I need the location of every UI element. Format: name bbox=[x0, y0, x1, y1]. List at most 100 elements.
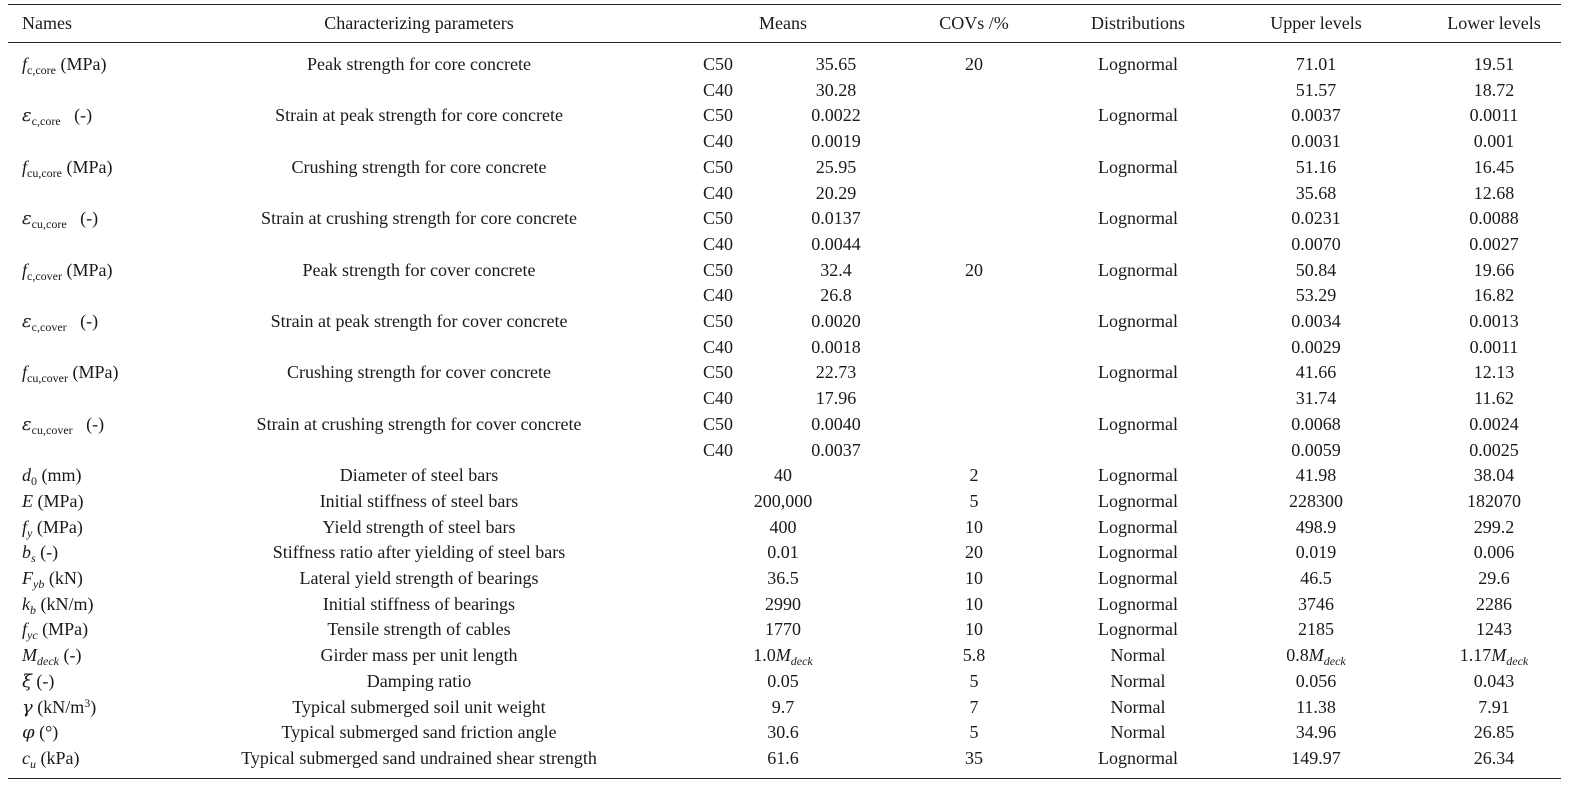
row-unit: (-) bbox=[72, 413, 105, 434]
row-name-symbol: c bbox=[22, 747, 30, 768]
row-mean: 32.4 bbox=[820, 259, 852, 280]
row-name-subscript: c,cover bbox=[27, 268, 62, 283]
row-distribution: Lognormal bbox=[1098, 490, 1178, 511]
row-mean-symbol: M bbox=[775, 645, 791, 666]
row-grade: C50 bbox=[703, 208, 734, 229]
row-distribution: Lognormal bbox=[1098, 413, 1178, 434]
row-lower: 18.72 bbox=[1473, 79, 1515, 100]
row-grade: C40 bbox=[703, 79, 734, 100]
row-mean: 9.7 bbox=[772, 696, 795, 718]
row-mean-number: 9.7 bbox=[771, 696, 795, 717]
row-name: fc,cover (MPa) bbox=[22, 259, 113, 283]
row-param: Peak strength for cover concrete bbox=[302, 259, 536, 280]
row-distribution: Lognormal bbox=[1098, 208, 1178, 229]
row-param: Strain at peak strength for cover concre… bbox=[270, 311, 568, 331]
row-grade: C40 bbox=[703, 233, 734, 254]
row-upper: 11.38 bbox=[1296, 696, 1336, 718]
row-lower: 0.0024 bbox=[1469, 413, 1519, 434]
row-cov: 5 bbox=[969, 722, 979, 743]
row-lower-symbol: M bbox=[1491, 645, 1507, 666]
row-upper: 31.74 bbox=[1295, 388, 1337, 409]
row-distribution: Lognormal bbox=[1098, 568, 1178, 588]
row-name-subscript: yc bbox=[27, 628, 38, 643]
row-cov: 5 bbox=[969, 670, 979, 691]
row-grade: C50 bbox=[703, 311, 734, 331]
row-upper: 0.0231 bbox=[1291, 208, 1341, 229]
row-upper: 46.5 bbox=[1300, 567, 1332, 589]
row-mean: 17.96 bbox=[815, 388, 857, 409]
row-mean: 0.0037 bbox=[811, 439, 861, 460]
row-distribution: Lognormal bbox=[1098, 619, 1178, 640]
row-mean: 400 bbox=[770, 516, 797, 538]
row-upper: 50.84 bbox=[1295, 259, 1337, 280]
row-name: εcu,core (-) bbox=[22, 207, 98, 230]
row-name: Mdeck (-) bbox=[22, 644, 81, 669]
row-mean-number: 61.6 bbox=[767, 747, 799, 768]
row-lower-number: 26.85 bbox=[1473, 722, 1515, 743]
row-upper: 51.57 bbox=[1295, 79, 1337, 100]
row-name-symbol: b bbox=[22, 542, 31, 563]
row-name: Fyb (kN) bbox=[22, 567, 83, 590]
row-name-symbol: ξ bbox=[22, 670, 32, 692]
row-unit: (MPa) bbox=[32, 516, 83, 537]
header-upper: Upper levels bbox=[1270, 13, 1362, 33]
row-upper-symbol: M bbox=[1308, 645, 1324, 666]
row-param: Crushing strength for cover concrete bbox=[287, 362, 551, 383]
row-unit: (kN/m) bbox=[36, 593, 94, 614]
row-mean-number: 200,000 bbox=[753, 490, 813, 511]
row-distribution: Lognormal bbox=[1098, 311, 1178, 331]
row-unit: (kN) bbox=[44, 568, 83, 588]
row-lower: 19.51 bbox=[1473, 54, 1515, 74]
row-mean-number: 36.5 bbox=[767, 568, 799, 588]
row-name: kb (kN/m) bbox=[22, 593, 94, 616]
row-cov: 20 bbox=[965, 54, 983, 74]
row-distribution: Lognormal bbox=[1098, 516, 1178, 537]
row-upper: 0.0059 bbox=[1291, 439, 1341, 460]
row-upper: 0.0034 bbox=[1291, 311, 1341, 331]
row-mean-number: 1.0 bbox=[753, 645, 776, 666]
header-covs: COVs /% bbox=[939, 13, 1009, 33]
row-distribution: Lognormal bbox=[1098, 593, 1178, 614]
row-name: fcu,core (MPa) bbox=[22, 156, 113, 179]
row-lower-number: 38.04 bbox=[1473, 465, 1515, 486]
row-distribution: Lognormal bbox=[1098, 362, 1178, 383]
row-name: φ (°) bbox=[22, 721, 58, 744]
row-upper: 0.0068 bbox=[1291, 413, 1341, 434]
row-upper: 0.019 bbox=[1296, 541, 1337, 563]
row-grade: C50 bbox=[703, 54, 734, 74]
row-lower-number: 0.006 bbox=[1473, 542, 1515, 563]
row-param: Strain at crushing strength for cover co… bbox=[256, 413, 582, 434]
row-mean: 0.0020 bbox=[811, 311, 861, 331]
row-name: γ (kN/m3) bbox=[22, 696, 96, 719]
row-mean-number: 40 bbox=[774, 465, 792, 486]
row-name: fy (MPa) bbox=[22, 516, 83, 540]
row-upper-number: 34.96 bbox=[1295, 722, 1337, 743]
row-distribution: Lognormal bbox=[1098, 54, 1178, 74]
row-param: Strain at peak strength for core concret… bbox=[275, 105, 563, 126]
row-grade: C50 bbox=[703, 362, 734, 383]
row-name: εc,core (-) bbox=[22, 104, 92, 127]
row-name-subscript: deck bbox=[37, 654, 59, 669]
row-upper-number: 498.9 bbox=[1295, 516, 1337, 537]
row-lower-number: 299.2 bbox=[1473, 516, 1515, 537]
row-name-symbol: F bbox=[22, 568, 33, 588]
row-distribution: Lognormal bbox=[1098, 259, 1178, 280]
row-grade: C40 bbox=[703, 285, 734, 306]
row-name-symbol: ε bbox=[22, 105, 32, 127]
row-param: Typical submerged sand undrained shear s… bbox=[241, 747, 597, 768]
row-unit-superscript: 3 bbox=[84, 695, 91, 710]
row-mean: 0.0044 bbox=[811, 233, 861, 254]
row-unit: (-) bbox=[66, 208, 99, 229]
row-name-symbol: ε bbox=[22, 413, 32, 435]
row-name-symbol: f bbox=[22, 362, 28, 383]
row-lower-number: 2286 bbox=[1476, 593, 1512, 614]
row-name-symbol: γ bbox=[22, 696, 33, 718]
row-distribution: Lognormal bbox=[1098, 105, 1178, 126]
row-name-subscript: y bbox=[27, 525, 33, 540]
row-name-symbol: d bbox=[22, 465, 31, 486]
row-upper: 0.0070 bbox=[1291, 233, 1341, 254]
row-lower: 29.6 bbox=[1478, 567, 1510, 589]
row-param: Yield strength of steel bars bbox=[322, 516, 516, 537]
row-grade: C40 bbox=[703, 182, 734, 203]
row-param: Stiffness ratio after yielding of steel … bbox=[272, 542, 566, 563]
